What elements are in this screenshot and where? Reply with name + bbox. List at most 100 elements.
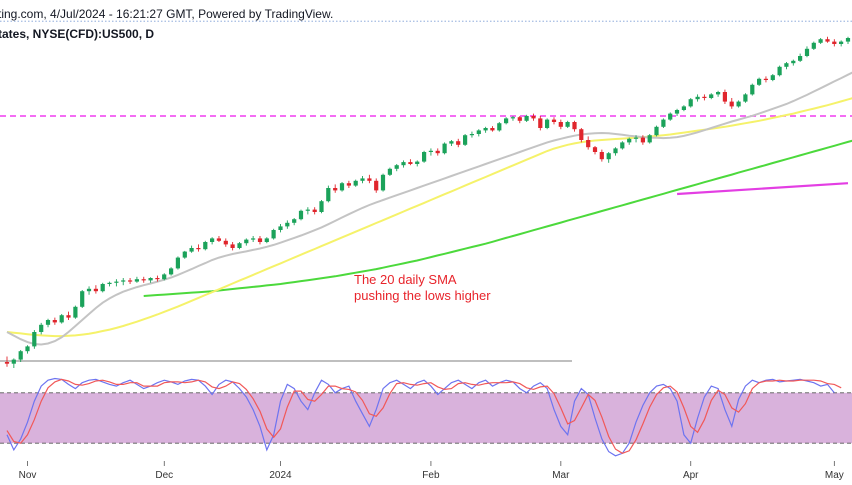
candle[interactable] xyxy=(654,125,659,137)
candle[interactable] xyxy=(476,129,481,137)
candle[interactable] xyxy=(292,218,297,226)
candle[interactable] xyxy=(73,305,78,319)
candle[interactable] xyxy=(722,89,727,104)
candle[interactable] xyxy=(203,240,208,251)
candle[interactable] xyxy=(620,141,625,150)
candle[interactable] xyxy=(175,256,180,270)
candle[interactable] xyxy=(264,237,269,244)
candle[interactable] xyxy=(189,245,194,253)
candle[interactable] xyxy=(818,38,823,44)
candle[interactable] xyxy=(428,148,433,156)
candle[interactable] xyxy=(114,279,119,287)
candle[interactable] xyxy=(257,236,263,245)
candle[interactable] xyxy=(668,112,673,121)
candle[interactable] xyxy=(695,94,700,102)
candle[interactable] xyxy=(750,83,755,96)
candle[interactable] xyxy=(52,317,57,325)
candle[interactable] xyxy=(490,126,495,132)
candle[interactable] xyxy=(565,120,570,128)
candle[interactable] xyxy=(839,40,844,47)
candle[interactable] xyxy=(401,160,406,168)
candle[interactable] xyxy=(716,90,721,97)
candle[interactable] xyxy=(449,140,454,146)
candle[interactable] xyxy=(162,273,167,281)
candle[interactable] xyxy=(80,290,85,308)
candle[interactable] xyxy=(456,138,461,148)
candle[interactable] xyxy=(93,285,98,294)
candle[interactable] xyxy=(702,94,707,101)
candle[interactable] xyxy=(463,134,468,146)
candle[interactable] xyxy=(633,135,639,143)
candle[interactable] xyxy=(592,146,598,155)
candle[interactable] xyxy=(586,136,591,150)
candle[interactable] xyxy=(613,147,618,156)
candle[interactable] xyxy=(757,77,762,86)
candle[interactable] xyxy=(305,207,310,215)
candle[interactable] xyxy=(25,345,30,354)
candle[interactable] xyxy=(661,118,666,128)
candle[interactable] xyxy=(538,116,543,131)
candle[interactable] xyxy=(319,200,324,214)
candle[interactable] xyxy=(845,36,851,44)
candle[interactable] xyxy=(387,167,392,176)
candle[interactable] xyxy=(11,358,16,368)
candle[interactable] xyxy=(551,117,557,125)
candle[interactable] xyxy=(804,46,810,58)
candle[interactable] xyxy=(743,93,748,103)
candle[interactable] xyxy=(18,350,23,362)
candle[interactable] xyxy=(832,39,837,47)
candle[interactable] xyxy=(380,173,386,192)
candle[interactable] xyxy=(374,178,379,193)
candle[interactable] xyxy=(4,356,10,367)
candle[interactable] xyxy=(353,179,358,187)
candle[interactable] xyxy=(66,311,71,320)
candle[interactable] xyxy=(107,281,112,287)
candle[interactable] xyxy=(524,114,529,122)
candle[interactable] xyxy=(223,238,228,247)
candle[interactable] xyxy=(647,134,652,144)
candle[interactable] xyxy=(483,126,488,133)
candle[interactable] xyxy=(237,242,242,250)
candle[interactable] xyxy=(326,185,331,203)
candle[interactable] xyxy=(736,100,741,108)
candle[interactable] xyxy=(182,250,187,259)
candle[interactable] xyxy=(627,137,632,145)
candle[interactable] xyxy=(216,236,221,242)
candle[interactable] xyxy=(709,93,714,100)
candle[interactable] xyxy=(777,65,782,77)
candle[interactable] xyxy=(59,314,64,324)
candle[interactable] xyxy=(360,176,365,184)
candles-layer[interactable] xyxy=(4,36,851,368)
candle[interactable] xyxy=(531,113,536,121)
candle[interactable] xyxy=(32,330,37,349)
candle[interactable] xyxy=(394,164,399,172)
candle[interactable] xyxy=(230,242,235,251)
candle[interactable] xyxy=(271,228,276,240)
candle[interactable] xyxy=(333,184,338,193)
candle[interactable] xyxy=(196,244,201,252)
candle[interactable] xyxy=(435,148,440,156)
candle[interactable] xyxy=(415,160,420,167)
candle[interactable] xyxy=(640,135,645,145)
candle[interactable] xyxy=(86,286,92,295)
candle[interactable] xyxy=(244,238,249,246)
candle[interactable] xyxy=(510,116,515,121)
candle[interactable] xyxy=(558,119,563,130)
candle[interactable] xyxy=(784,62,789,70)
candle[interactable] xyxy=(121,278,126,286)
candle[interactable] xyxy=(210,237,215,245)
candle[interactable] xyxy=(422,150,427,163)
candle[interactable] xyxy=(148,277,153,283)
candle[interactable] xyxy=(497,122,502,132)
candle[interactable] xyxy=(469,131,474,138)
candle[interactable] xyxy=(504,117,509,125)
candle[interactable] xyxy=(155,275,160,282)
candle[interactable] xyxy=(169,267,174,276)
candle[interactable] xyxy=(367,174,372,184)
candle[interactable] xyxy=(825,36,830,43)
candle[interactable] xyxy=(606,152,611,163)
candle[interactable] xyxy=(517,116,522,124)
candle[interactable] xyxy=(599,149,604,162)
candle[interactable] xyxy=(100,282,105,293)
